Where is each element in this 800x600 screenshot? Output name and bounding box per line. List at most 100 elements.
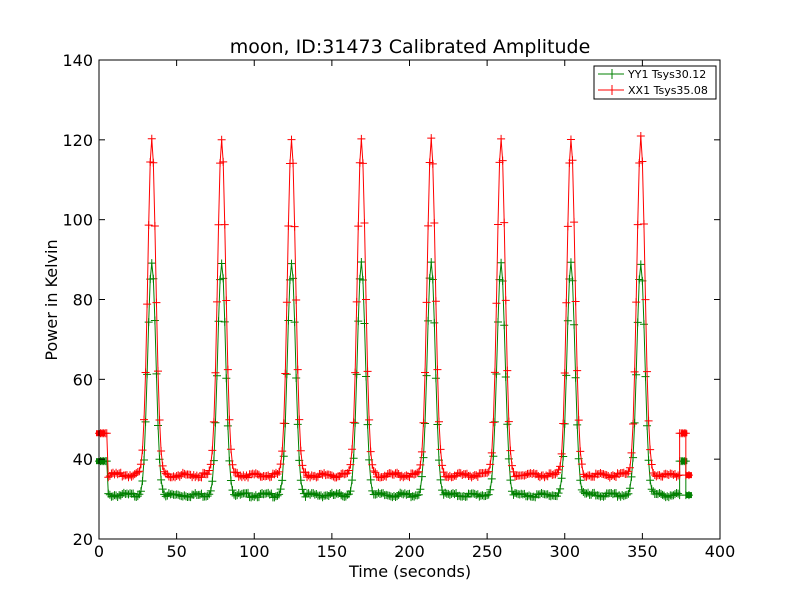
data-point-0 <box>486 485 495 494</box>
data-point-1 <box>562 298 571 307</box>
data-point-1 <box>416 460 425 469</box>
data-point-1 <box>225 415 234 424</box>
data-point-1 <box>276 460 285 469</box>
data-point-0 <box>362 372 371 381</box>
data-point-0 <box>154 421 162 430</box>
data-point-0 <box>203 492 212 501</box>
data-point-0 <box>223 421 232 430</box>
data-point-0 <box>493 318 502 327</box>
data-point-1 <box>430 218 439 227</box>
data-point-0 <box>284 316 293 325</box>
data-point-0 <box>298 485 307 494</box>
data-point-0 <box>144 318 153 327</box>
data-point-1 <box>573 366 582 375</box>
data-point-marker-1 <box>681 430 688 437</box>
data-point-1 <box>417 447 426 456</box>
data-point-1 <box>436 445 445 454</box>
data-point-0 <box>276 485 285 494</box>
data-point-1 <box>344 466 353 475</box>
data-point-1 <box>152 298 161 307</box>
x-tick-label: 0 <box>94 542 104 561</box>
data-point-1 <box>135 467 144 476</box>
axis-ticks: 0 50 100 150 200 250 300 350 400 20 40 60 80 100 120 14… <box>62 51 735 561</box>
data-point-0 <box>292 374 301 382</box>
data-point-1 <box>226 445 235 454</box>
x-tick-label: 350 <box>627 542 658 561</box>
data-point-1 <box>503 366 512 375</box>
data-point-0 <box>566 258 575 267</box>
data-point-1 <box>563 222 572 231</box>
data-point-1 <box>556 462 565 471</box>
data-point-1 <box>278 447 287 456</box>
data-point-0 <box>143 370 152 379</box>
data-point-1 <box>577 460 586 469</box>
data-point-0 <box>206 486 215 495</box>
data-point-0 <box>501 373 510 382</box>
data-point-1 <box>136 460 145 469</box>
data-point-0 <box>366 475 375 484</box>
data-point-0 <box>158 485 167 494</box>
data-point-0 <box>351 419 360 428</box>
y-tick-label: 20 <box>73 530 93 549</box>
legend: YY1 Tsys30.12 XX1 Tsys35.08 <box>593 65 717 100</box>
data-point-1 <box>366 447 375 456</box>
data-point-1 <box>296 446 305 455</box>
data-point-1 <box>273 469 282 478</box>
data-point-1 <box>414 467 423 476</box>
y-tick-label: 100 <box>62 211 93 230</box>
x-tick-label: 150 <box>317 542 348 561</box>
chart-title: moon, ID:31473 Calibrated Amplitude <box>230 36 591 58</box>
data-point-0 <box>554 489 563 498</box>
data-point-1 <box>504 417 513 426</box>
data-point-1 <box>348 445 357 454</box>
data-point-1 <box>292 295 301 304</box>
data-point-0 <box>348 476 357 485</box>
data-point-0 <box>573 420 582 429</box>
data-point-1 <box>150 222 159 231</box>
data-point-1 <box>140 415 149 424</box>
data-point-0 <box>413 491 422 500</box>
data-point-0 <box>484 490 493 499</box>
data-point-1 <box>492 299 501 308</box>
legend-marker-xx1 <box>607 85 617 95</box>
data-point-0 <box>244 488 253 497</box>
data-point-1 <box>143 300 152 309</box>
data-point-1 <box>346 460 355 469</box>
data-point-1 <box>438 461 447 470</box>
data-point-0 <box>138 476 147 485</box>
data-point-1 <box>622 469 631 478</box>
data-point-0 <box>427 258 436 267</box>
data-point-1 <box>287 135 296 144</box>
legend-label-yy1: YY1 Tsys30.12 <box>627 68 706 81</box>
data-point-1 <box>484 467 493 476</box>
data-point-1 <box>275 467 284 476</box>
data-point-1 <box>636 132 645 141</box>
data-point-marker-0 <box>99 458 106 465</box>
data-point-1 <box>568 156 577 165</box>
data-point-1 <box>576 447 585 456</box>
data-point-marker-0 <box>685 492 692 499</box>
data-point-0 <box>506 476 515 485</box>
data-point-0 <box>500 321 509 330</box>
data-point-1 <box>483 468 492 477</box>
data-point-1 <box>639 219 648 228</box>
data-point-0 <box>647 485 656 494</box>
data-point-1 <box>638 157 647 166</box>
data-point-0 <box>363 420 372 429</box>
data-point-0 <box>641 372 650 381</box>
data-point-0 <box>633 318 642 327</box>
data-point-1 <box>422 298 431 307</box>
data-point-0 <box>624 489 633 498</box>
data-point-1 <box>219 157 228 166</box>
data-point-1 <box>358 159 367 168</box>
data-point-1 <box>421 368 430 377</box>
data-point-1 <box>560 369 569 378</box>
data-point-1 <box>371 468 380 477</box>
data-point-marker-1 <box>99 430 106 437</box>
data-point-0 <box>431 374 440 383</box>
data-point-1 <box>570 218 579 227</box>
data-point-0 <box>282 370 291 379</box>
data-point-0 <box>150 316 159 325</box>
